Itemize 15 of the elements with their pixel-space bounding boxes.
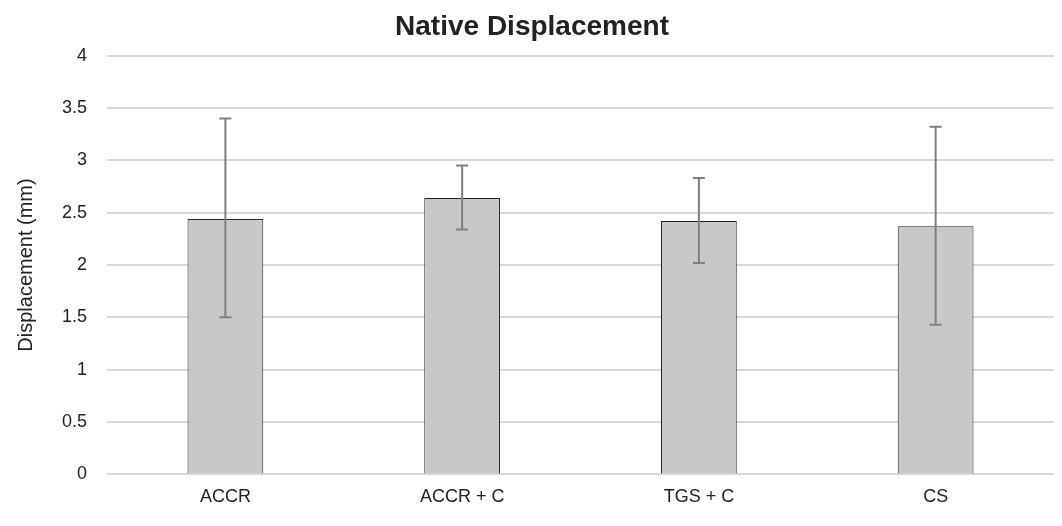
y-axis-title: Displacement (mm) <box>13 178 36 352</box>
x-tick-label: CS <box>923 486 949 507</box>
chart-title: Native Displacement <box>395 9 669 41</box>
x-tick-label: TGS + C <box>663 486 735 507</box>
x-tick-label: ACCR + C <box>419 486 505 507</box>
y-tick-label: 0 <box>77 463 88 484</box>
y-tick-label: 3 <box>77 149 88 170</box>
y-tick-label: 1 <box>77 358 88 379</box>
y-tick-label: 3.5 <box>61 96 88 117</box>
y-tick-label: 2.5 <box>61 201 88 222</box>
y-tick-label: 0.5 <box>61 411 88 432</box>
y-tick-label: 4 <box>77 44 88 65</box>
x-tick-label: ACCR <box>199 486 251 507</box>
y-tick-label: 2 <box>77 253 88 274</box>
y-tick-label: 1.5 <box>61 306 88 327</box>
